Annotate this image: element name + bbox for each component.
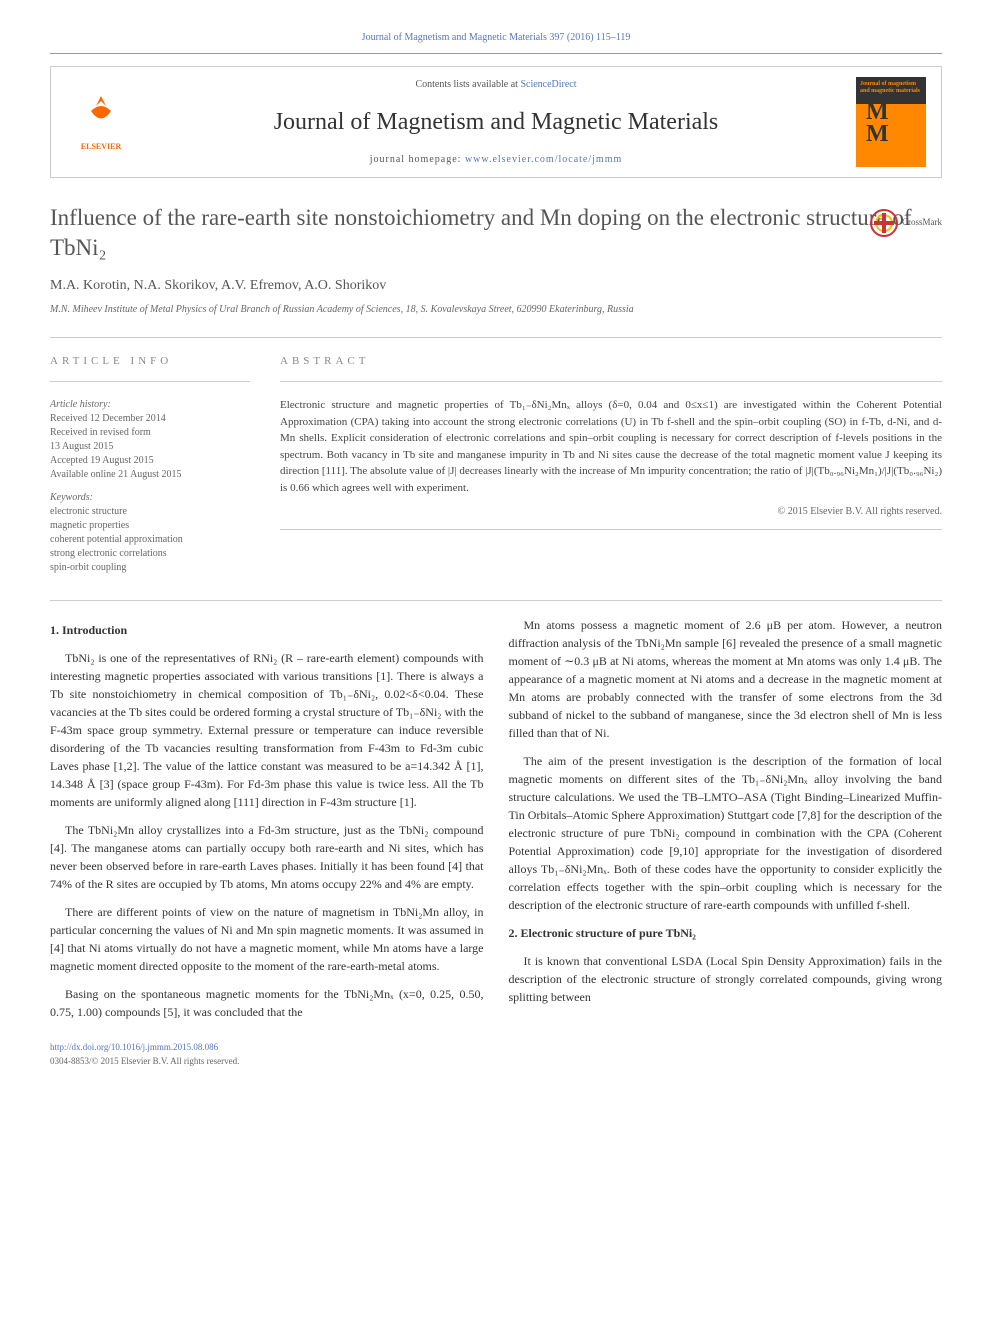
cover-text: Journal of magnetism and magnetic materi… <box>860 81 922 94</box>
abstract-copyright: © 2015 Elsevier B.V. All rights reserved… <box>280 504 942 519</box>
sciencedirect-link[interactable]: ScienceDirect <box>520 79 576 90</box>
keyword: magnetic properties <box>50 519 250 533</box>
abstract-bottom-rule <box>280 529 942 530</box>
crossmark-label: CrossMark <box>902 217 942 229</box>
cover-m-icon: MM <box>860 102 922 145</box>
keywords-label: Keywords: <box>50 490 250 505</box>
article-info: ARTICLE INFO Article history: Received 1… <box>50 353 250 576</box>
keyword: strong electronic correlations <box>50 547 250 561</box>
history-line: Received 12 December 2014 <box>50 412 250 426</box>
right-column: Mn atoms possess a magnetic moment of 2.… <box>509 616 943 1068</box>
abstract-heading: ABSTRACT <box>280 353 942 370</box>
history-label: Article history: <box>50 397 250 412</box>
body-columns: 1. Introduction TbNi₂ is one of the repr… <box>50 616 942 1068</box>
section-1-heading: 1. Introduction <box>50 621 484 639</box>
footer-copyright: 0304-8853/© 2015 Elsevier B.V. All right… <box>50 1055 484 1069</box>
separator-rule <box>50 337 942 338</box>
keyword: electronic structure <box>50 505 250 519</box>
homepage-prefix: journal homepage: <box>370 154 465 165</box>
article-info-heading: ARTICLE INFO <box>50 353 250 370</box>
abstract: ABSTRACT Electronic structure and magnet… <box>280 353 942 576</box>
contents-prefix: Contents lists available at <box>415 79 520 90</box>
history-line: Available online 21 August 2015 <box>50 468 250 482</box>
top-rule <box>50 53 942 54</box>
left-column: 1. Introduction TbNi₂ is one of the repr… <box>50 616 484 1068</box>
elsevier-logo: ELSEVIER <box>66 82 136 162</box>
paragraph: TbNi₂ is one of the representatives of R… <box>50 649 484 811</box>
contents-line: Contents lists available at ScienceDirec… <box>136 77 856 92</box>
elsevier-label: ELSEVIER <box>81 141 121 153</box>
journal-center: Contents lists available at ScienceDirec… <box>136 77 856 167</box>
history-line: Accepted 19 August 2015 <box>50 454 250 468</box>
history-line: 13 August 2015 <box>50 440 250 454</box>
journal-homepage: journal homepage: www.elsevier.com/locat… <box>136 152 856 167</box>
authors: M.A. Korotin, N.A. Skorikov, A.V. Efremo… <box>50 275 942 296</box>
keyword: spin-orbit coupling <box>50 561 250 575</box>
abstract-rule <box>280 381 942 382</box>
paragraph: Mn atoms possess a magnetic moment of 2.… <box>509 616 943 742</box>
paragraph: There are different points of view on th… <box>50 903 484 975</box>
history-line: Received in revised form <box>50 426 250 440</box>
journal-header-box: ELSEVIER Contents lists available at Sci… <box>50 66 942 178</box>
body-top-rule <box>50 600 942 601</box>
paragraph: It is known that conventional LSDA (Loca… <box>509 952 943 1006</box>
crossmark-badge[interactable]: CrossMark <box>869 208 942 238</box>
paragraph: The aim of the present investigation is … <box>509 752 943 914</box>
citation-header: Journal of Magnetism and Magnetic Materi… <box>50 30 942 45</box>
info-abstract-row: ARTICLE INFO Article history: Received 1… <box>50 353 942 576</box>
affiliation: M.N. Miheev Institute of Metal Physics o… <box>50 302 942 317</box>
homepage-link[interactable]: www.elsevier.com/locate/jmmm <box>465 154 622 165</box>
article-title: Influence of the rare-earth site nonstoi… <box>50 203 942 263</box>
footer: http://dx.doi.org/10.1016/j.jmmm.2015.08… <box>50 1041 484 1068</box>
paragraph: The TbNi₂Mn alloy crystallizes into a Fd… <box>50 821 484 893</box>
title-text: Influence of the rare-earth site nonstoi… <box>50 205 912 260</box>
journal-name: Journal of Magnetism and Magnetic Materi… <box>136 104 856 140</box>
keyword: coherent potential approximation <box>50 533 250 547</box>
doi-link[interactable]: http://dx.doi.org/10.1016/j.jmmm.2015.08… <box>50 1041 484 1055</box>
info-rule <box>50 381 250 382</box>
journal-cover-thumbnail: Journal of magnetism and magnetic materi… <box>856 77 926 167</box>
paragraph: Basing on the spontaneous magnetic momen… <box>50 985 484 1021</box>
abstract-text: Electronic structure and magnetic proper… <box>280 397 942 496</box>
section-2-heading: 2. Electronic structure of pure TbNi₂ <box>509 924 943 942</box>
